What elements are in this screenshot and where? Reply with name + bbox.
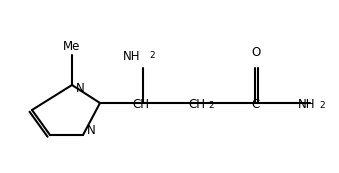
Text: 2: 2 xyxy=(208,102,214,111)
Text: O: O xyxy=(252,45,261,58)
Text: 2: 2 xyxy=(149,52,155,61)
Text: N: N xyxy=(76,81,85,94)
Text: N: N xyxy=(87,125,96,138)
Text: NH: NH xyxy=(122,49,140,62)
Text: 2: 2 xyxy=(319,102,325,111)
Text: Me: Me xyxy=(63,39,81,52)
Text: CH: CH xyxy=(188,98,205,111)
Text: C: C xyxy=(251,98,259,111)
Text: NH: NH xyxy=(298,98,316,111)
Text: CH: CH xyxy=(133,98,149,111)
